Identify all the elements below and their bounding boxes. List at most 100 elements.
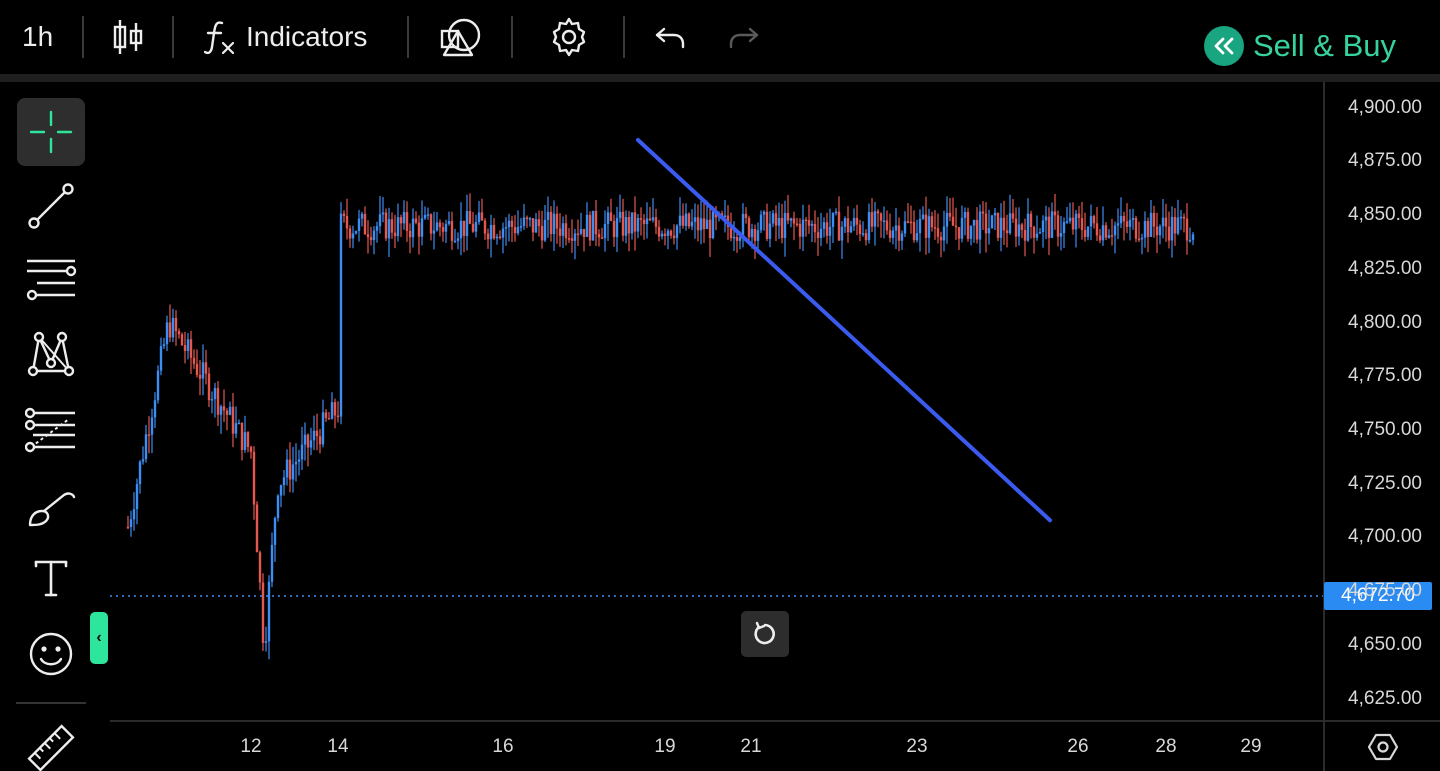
settings-button[interactable] [548, 0, 590, 74]
candle-body [534, 219, 538, 233]
candle-body [618, 211, 622, 219]
candle-body [936, 228, 940, 237]
time-tick-label: 21 [740, 736, 762, 757]
candle-body [741, 213, 745, 238]
chart-settings-corner[interactable] [1323, 720, 1440, 771]
candle-body [798, 223, 802, 237]
candle-body [1080, 218, 1084, 230]
candle-body [939, 236, 943, 241]
crosshair-icon [27, 108, 75, 156]
candle-body [903, 221, 907, 234]
candle-body [285, 459, 289, 478]
candle-body [750, 228, 754, 238]
candle-body [1056, 215, 1060, 237]
candle-body [789, 218, 793, 221]
candle-body [1068, 217, 1072, 222]
horizontal-lines-tool[interactable] [17, 244, 85, 312]
candle-body [804, 219, 808, 222]
candle-body [390, 219, 394, 233]
candle-body [1155, 226, 1159, 236]
price-axis[interactable]: 4,672.70 4,900.00 4,875.00 4,850.00 4,825.0… [1323, 82, 1440, 720]
candle-body [240, 422, 244, 450]
pattern-tool[interactable] [17, 320, 85, 388]
candle-body [972, 220, 976, 226]
undo-icon [654, 22, 686, 52]
candle-body [330, 402, 334, 419]
candle-body [987, 228, 991, 234]
candle-body [1023, 230, 1027, 241]
time-axis[interactable]: 12 14 16 19 21 23 26 28 29 [110, 720, 1323, 771]
trend-line-drawing[interactable] [636, 138, 1052, 523]
chart-pane[interactable] [110, 82, 1323, 720]
candle-body [276, 495, 280, 519]
candle-body [483, 220, 487, 234]
ruler-tool[interactable] [17, 714, 85, 771]
candle-body [1107, 235, 1111, 238]
candle-body [189, 339, 193, 358]
candle-body [1122, 216, 1126, 222]
fib-retracement-tool[interactable] [17, 396, 85, 464]
candle-body [1071, 217, 1075, 230]
sell-buy-button[interactable]: Sell & Buy [1203, 26, 1396, 66]
toolbar-divider [82, 16, 84, 58]
redo-button[interactable] [728, 0, 760, 74]
candle-body [873, 211, 877, 227]
emoji-icon [27, 630, 75, 678]
candle-body [264, 641, 268, 643]
candle-body [579, 229, 583, 234]
candle-body [345, 215, 349, 229]
candle-body [363, 213, 367, 235]
text-tool[interactable] [17, 544, 85, 612]
candle-body [201, 362, 205, 379]
current-price-badge: 4,672.70 [1324, 582, 1432, 611]
candle-body [564, 223, 568, 239]
trend-line-tool[interactable] [17, 172, 85, 240]
candle-body [876, 211, 880, 214]
candle-body [948, 212, 952, 217]
candle-body [558, 228, 562, 236]
price-tick-label: 4,775.00 [1348, 365, 1422, 387]
reset-chart-button[interactable] [741, 611, 789, 657]
interval-selector[interactable]: 1h [22, 21, 54, 52]
candle-body [825, 222, 829, 236]
pattern-icon [26, 329, 76, 379]
drawing-templates-button[interactable] [438, 0, 484, 74]
candle-body [183, 345, 187, 351]
chart-type-button[interactable] [110, 0, 146, 74]
emoji-tool[interactable] [17, 620, 85, 688]
candle-body [603, 224, 607, 239]
candle-body [696, 217, 700, 231]
candle-body [711, 211, 715, 239]
drawing-toolbar [0, 82, 104, 771]
candle-body [894, 225, 898, 231]
brush-tool[interactable] [17, 474, 85, 542]
undo-button[interactable] [654, 0, 686, 74]
candle-body [1062, 222, 1066, 234]
candle-body [291, 464, 295, 480]
candle-body [654, 217, 658, 227]
candle-body [567, 238, 571, 240]
indicators-button[interactable]: Indicators [204, 0, 367, 74]
candle-body [162, 344, 166, 347]
candle-body [951, 216, 955, 226]
price-tick-label: 4,675.00 [1348, 580, 1422, 602]
candle-body [855, 217, 859, 225]
candle-body [732, 236, 736, 239]
candle-body [300, 444, 304, 460]
candle-body [480, 212, 484, 221]
crosshair-tool[interactable] [17, 98, 85, 166]
candle-body [813, 223, 817, 233]
candle-body [126, 526, 130, 529]
candlestick-chart[interactable] [110, 82, 1323, 720]
candle-body [252, 451, 256, 505]
trend-line-icon [26, 181, 76, 231]
candle-body [1095, 223, 1099, 236]
candle-body [1044, 216, 1048, 221]
candle-body [465, 211, 469, 236]
candle-body [591, 210, 595, 241]
collapse-toolbar-tab[interactable]: ‹ [90, 612, 108, 664]
candle-body [636, 218, 640, 232]
candle-body [279, 485, 283, 496]
candle-body [888, 230, 892, 238]
candle-body [399, 217, 403, 224]
